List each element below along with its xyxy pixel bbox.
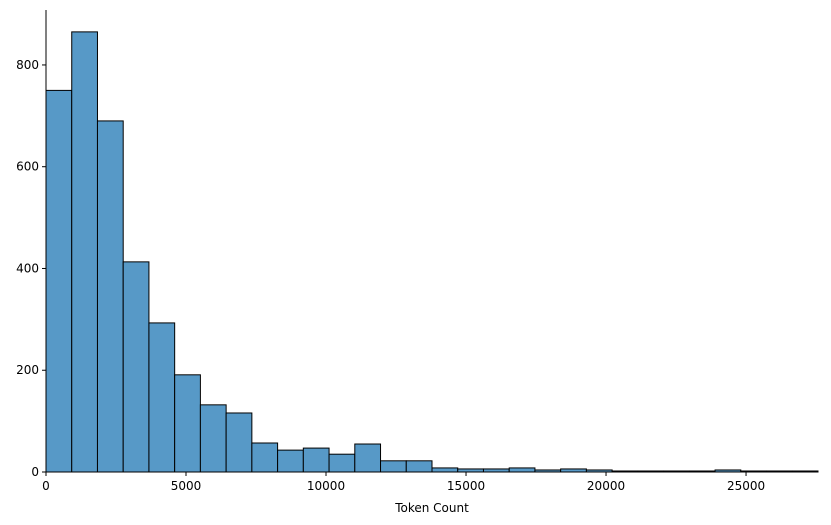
y-tick-label: 400 [16, 261, 39, 275]
bar [122, 261, 150, 473]
bar [508, 467, 536, 473]
y-tick-label: 0 [31, 465, 39, 479]
bar [302, 447, 330, 473]
bar [328, 453, 356, 473]
x-tick-label: 15000 [447, 479, 485, 493]
x-tick-label: 10000 [307, 479, 345, 493]
bar [225, 412, 253, 473]
bar [199, 404, 227, 473]
x-tick-label: 0 [42, 479, 50, 493]
x-axis-label: Token Count [394, 501, 469, 515]
bar [380, 460, 407, 473]
x-tick-label: 25000 [727, 479, 765, 493]
bar [45, 89, 73, 473]
bar [96, 120, 124, 473]
bar [431, 467, 459, 473]
bar [277, 449, 304, 473]
bar [174, 374, 201, 473]
bar [148, 322, 176, 473]
y-tick-label: 600 [16, 160, 39, 174]
bar [405, 460, 433, 473]
y-tick-label: 200 [16, 363, 39, 377]
bar [71, 31, 98, 473]
bar [251, 442, 279, 473]
bar [354, 443, 382, 473]
x-tick-label: 20000 [587, 479, 625, 493]
x-tick-label: 5000 [171, 479, 202, 493]
y-tick-label: 800 [16, 58, 39, 72]
